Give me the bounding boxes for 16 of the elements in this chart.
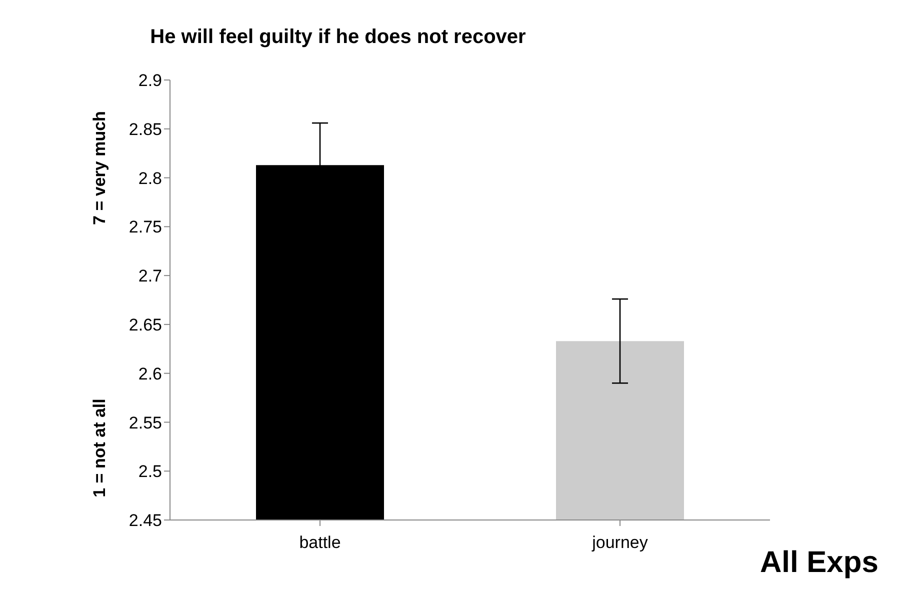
x-tick-label: journey xyxy=(591,533,648,552)
text: All Exps xyxy=(760,546,878,580)
text: 1 = not at all xyxy=(90,398,110,498)
y-tick-label: 2.85 xyxy=(128,120,162,139)
chart-title: He will feel guilty if he does not recover xyxy=(149,26,527,49)
y-tick-label: 2.45 xyxy=(128,511,162,530)
y-tick-label: 2.55 xyxy=(128,413,162,432)
x-tick-label: battle xyxy=(299,533,341,552)
y-tick-label: 2.8 xyxy=(138,168,162,188)
y-tick-label: 2.6 xyxy=(138,364,162,384)
y-tick-label: 2.65 xyxy=(128,315,162,334)
y-tick-label: 2.7 xyxy=(138,266,162,286)
y-tick-label: 2.75 xyxy=(128,218,162,237)
y-axis-title: 7 = very much xyxy=(90,111,110,225)
y-tick-label: 2.5 xyxy=(138,462,162,482)
y-tick-label: 2.9 xyxy=(138,71,162,90)
